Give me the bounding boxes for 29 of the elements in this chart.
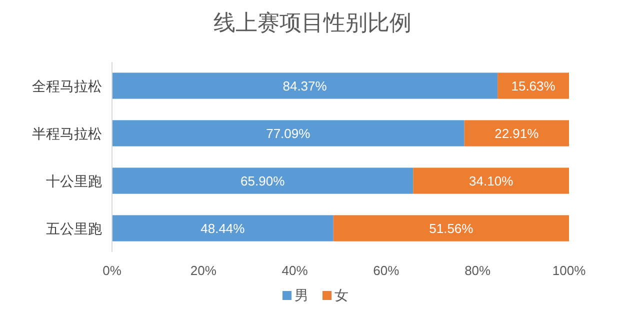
data-label: 65.90% [240, 173, 286, 188]
x-tick-label: 80% [464, 263, 492, 278]
x-tick-label: 40% [282, 263, 308, 278]
x-tick-label: 100% [552, 263, 586, 278]
x-tick-label: 60% [373, 263, 400, 278]
legend-label: 男 [294, 287, 308, 303]
x-tick-label: 20% [190, 263, 217, 278]
y-tick-label: 五公里跑 [46, 220, 102, 236]
y-tick-label: 全程马拉松 [32, 78, 102, 94]
y-tick-label: 半程马拉松 [32, 125, 102, 142]
bar [413, 168, 569, 194]
bar [112, 72, 498, 99]
data-label: 51.56% [429, 220, 474, 236]
bar [498, 72, 569, 99]
data-label: 77.09% [266, 126, 311, 141]
y-tick-label: 十公里跑 [46, 172, 102, 189]
data-label: 22.91% [494, 126, 540, 141]
x-tick-label: 0% [102, 263, 122, 278]
data-label: 48.44% [200, 220, 246, 236]
bar [464, 120, 569, 146]
bar [112, 168, 414, 194]
bar [112, 215, 334, 242]
bar [333, 215, 569, 242]
legend-label: 女 [334, 287, 348, 303]
bar [112, 120, 464, 146]
data-label: 34.10% [469, 173, 514, 188]
data-label: 84.37% [282, 78, 328, 94]
data-label: 15.63% [511, 78, 556, 94]
chart-title: 线上赛项目性别比例 [214, 10, 412, 35]
